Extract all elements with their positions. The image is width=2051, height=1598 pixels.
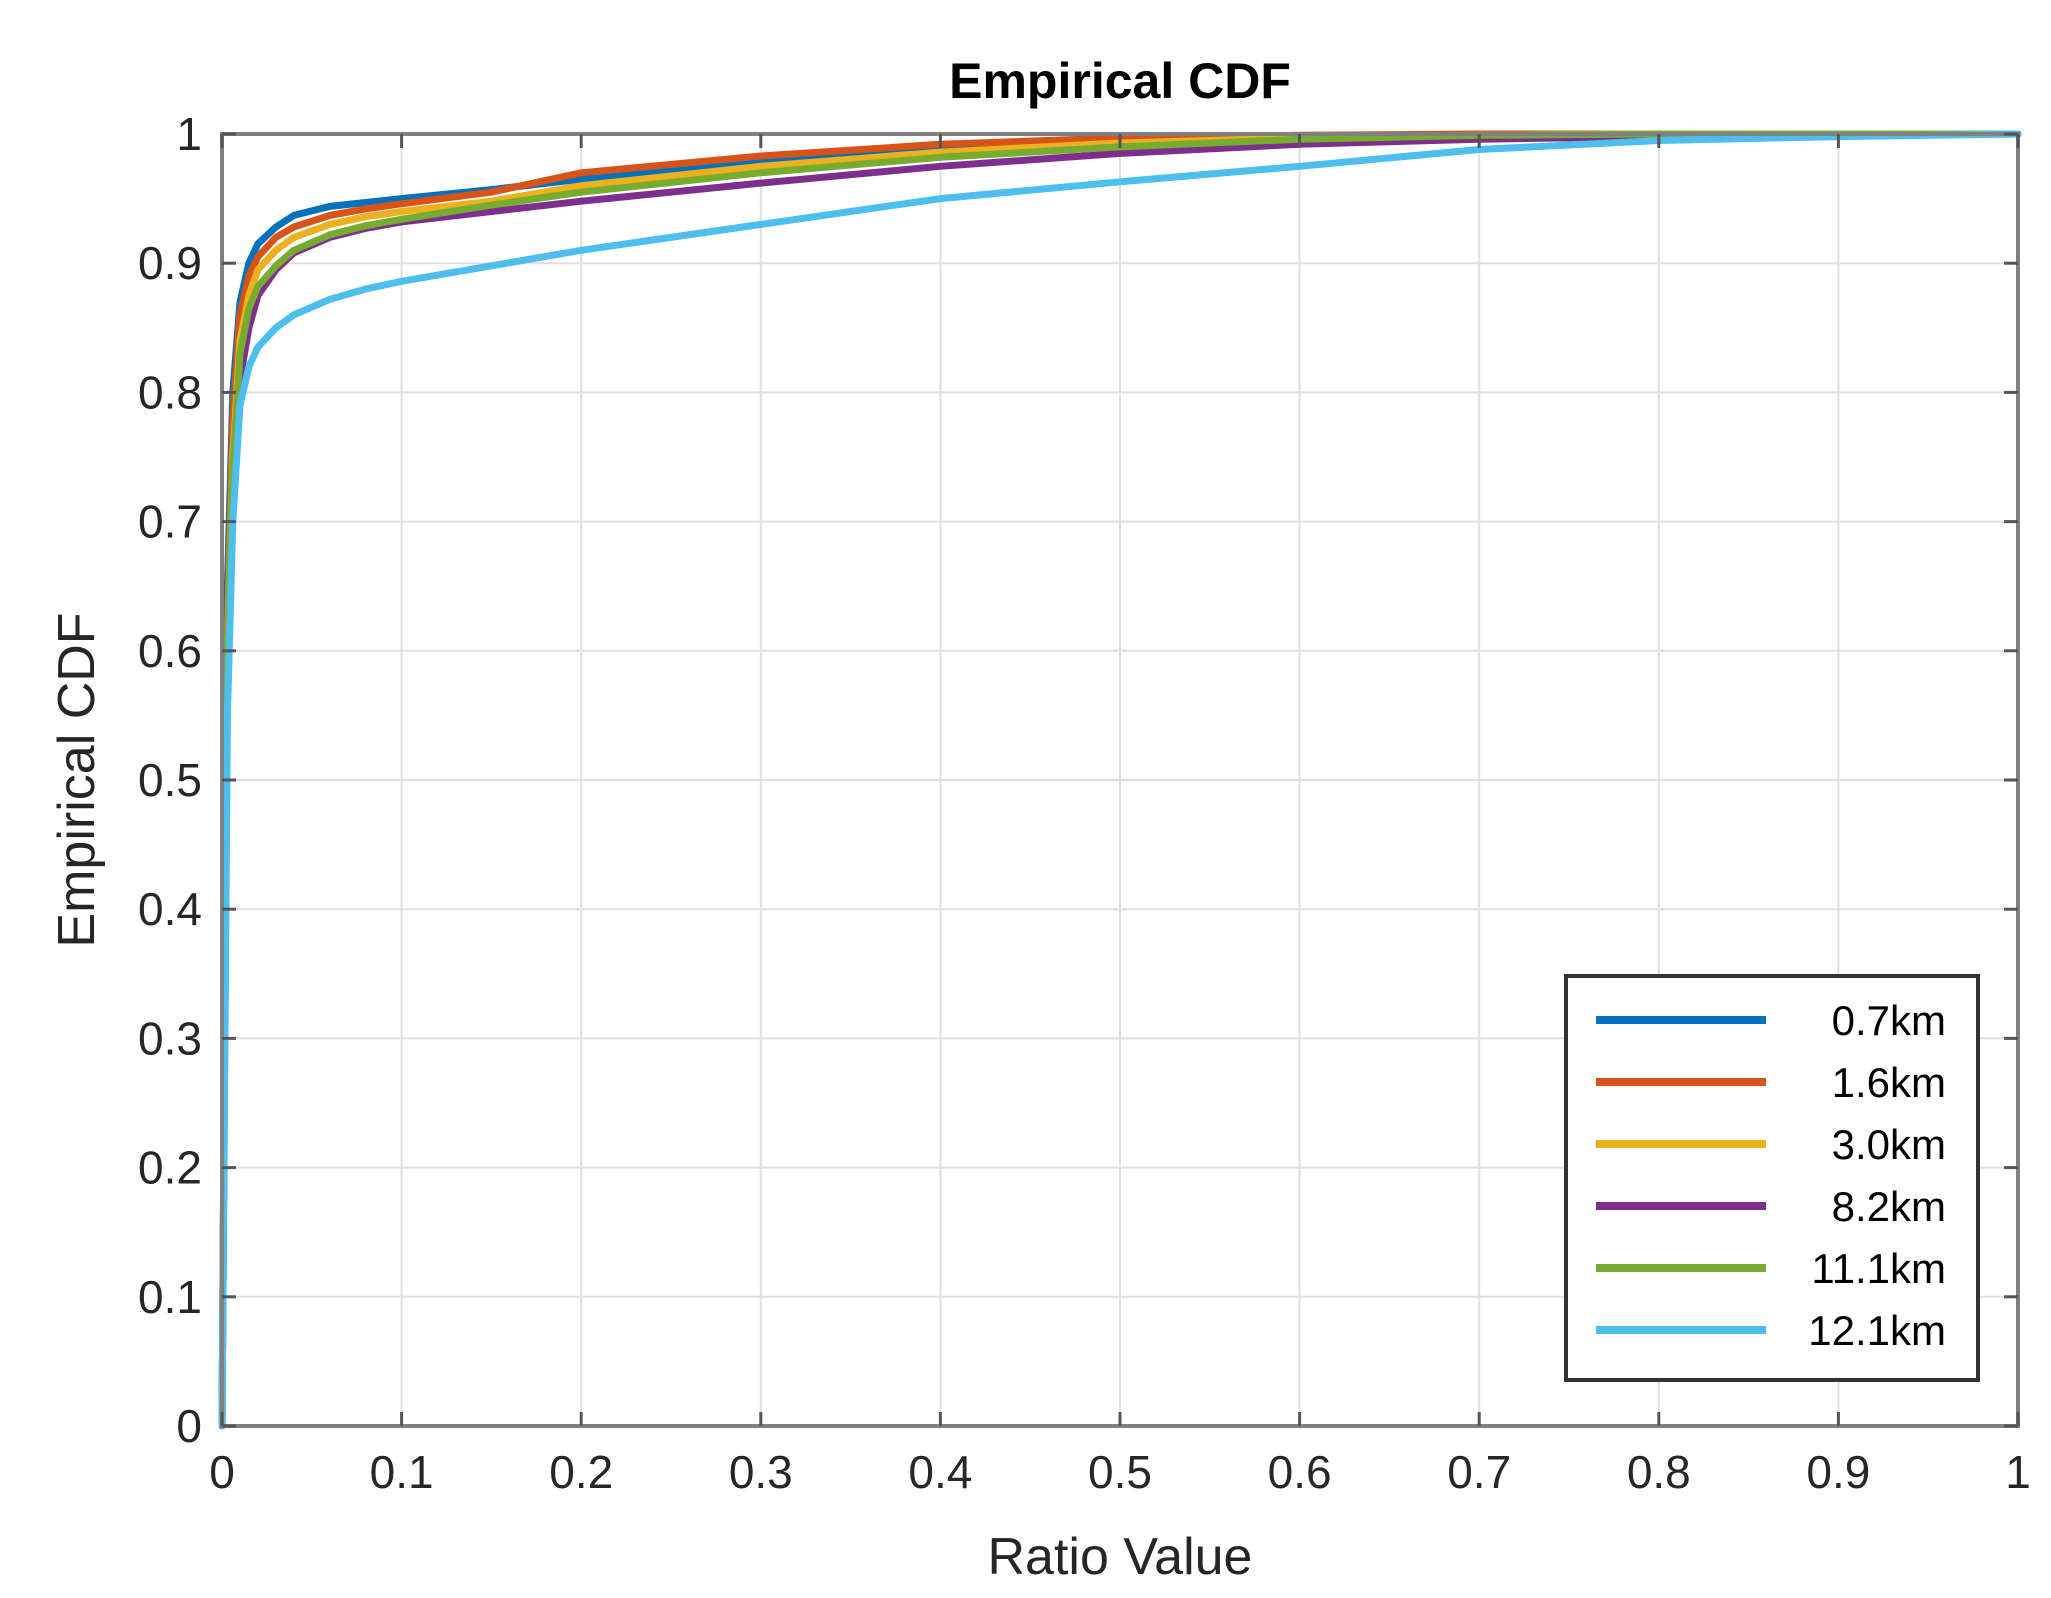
y-tick-label: 0.6 [138,625,202,677]
legend-label: 12.1km [1808,1307,1946,1354]
y-tick-label: 0.9 [138,237,202,289]
x-tick-label: 0.2 [549,1446,613,1498]
y-tick-label: 0.5 [138,754,202,806]
x-tick-label: 0.7 [1447,1446,1511,1498]
x-tick-label: 0.3 [729,1446,793,1498]
y-tick-label: 0.3 [138,1012,202,1064]
legend: 0.7km 1.6km 3.0km 8.2km 11.1km 12.1km [1564,974,1980,1382]
x-tick-label: 0.4 [908,1446,972,1498]
y-tick-label: 1 [176,108,202,160]
y-tick-label: 0.7 [138,496,202,548]
chart-title: Empirical CDF [949,53,1291,109]
legend-label: 1.6km [1832,1059,1946,1106]
x-tick-label: 1 [2005,1446,2031,1498]
x-tick-label: 0.8 [1627,1446,1691,1498]
legend-box [1564,974,1980,1382]
series-line-11.1km [218,130,2022,1430]
y-tick-label: 0.8 [138,366,202,418]
x-tick-label: 0.6 [1268,1446,1332,1498]
x-tick-label: 0 [209,1446,235,1498]
legend-label: 0.7km [1832,997,1946,1044]
x-tick-label: 0.1 [370,1446,434,1498]
y-tick-label: 0 [176,1400,202,1452]
x-tick-label: 0.5 [1088,1446,1152,1498]
y-tick-label: 0.4 [138,883,202,935]
legend-label: 11.1km [1811,1245,1946,1292]
y-tick-label: 0.2 [138,1142,202,1194]
y-axis-label: Empirical CDF [48,612,106,947]
x-tick-label: 0.9 [1806,1446,1870,1498]
tick-layer: 0 0.1 0.2 0.3 0.4 0.5 0.6 0.7 0.8 0.9 1 0 0.1 0.2 0.3 0… [138,108,2031,1498]
x-axis-label: Ratio Value [988,1528,1253,1586]
legend-label: 3.0km [1832,1121,1946,1168]
series-line-12.1km [218,130,2022,1430]
y-tick-label: 0.1 [138,1271,202,1323]
legend-label: 8.2km [1832,1183,1946,1230]
